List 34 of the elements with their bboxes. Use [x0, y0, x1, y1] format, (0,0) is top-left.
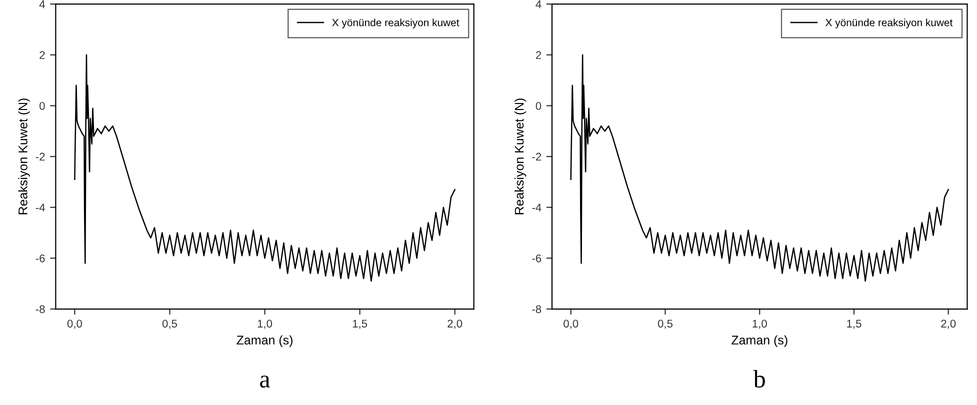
text: b	[753, 370, 765, 388]
x-tick-label: 1,5	[352, 320, 368, 329]
x-tick-label: 0,0	[67, 320, 82, 329]
x-tick-label: 0,5	[658, 320, 673, 329]
y-tick-label: 0	[536, 102, 542, 110]
x-tick-label: 2,0	[448, 320, 462, 329]
x-tick-label: 0,5	[162, 320, 177, 329]
y-tick-label: -4	[532, 204, 542, 212]
y-axis-title: Reaksiyon Kuwet (N)	[514, 98, 526, 214]
y-tick-label: 4	[536, 0, 542, 8]
x-tick-label: 1,0	[752, 320, 767, 329]
y-tick-label: -8	[36, 305, 45, 314]
y-tick-label: -2	[532, 152, 542, 161]
legend-label: X yönünde reaksiyon kuwet	[826, 18, 953, 28]
y-tick-label: -4	[36, 204, 45, 212]
y-tick-label: 2	[40, 51, 45, 59]
x-tick-label: 2,0	[941, 320, 956, 329]
y-tick-label: 2	[536, 51, 542, 59]
y-tick-label: -6	[36, 254, 45, 262]
x-tick-label: 0,0	[564, 320, 578, 329]
line-series	[570, 54, 949, 282]
y-tick-label: -2	[36, 152, 45, 161]
text: a	[260, 376, 270, 388]
legend-label: X yönünde reaksiyon kuwet	[332, 18, 460, 28]
y-tick-label: -8	[532, 305, 542, 314]
x-axis-title: Zaman (s)	[236, 335, 292, 347]
y-tick-label: -6	[532, 254, 542, 262]
line-series	[74, 54, 456, 282]
y-axis-title: Reaksiyon Kuwet (N)	[18, 98, 30, 214]
y-tick-label: 4	[39, 0, 45, 8]
x-tick-label: 1,0	[258, 320, 272, 329]
y-tick-label: 0	[40, 102, 45, 110]
x-axis-title: Zaman (s)	[732, 335, 788, 347]
x-tick-label: 1,5	[847, 320, 862, 329]
